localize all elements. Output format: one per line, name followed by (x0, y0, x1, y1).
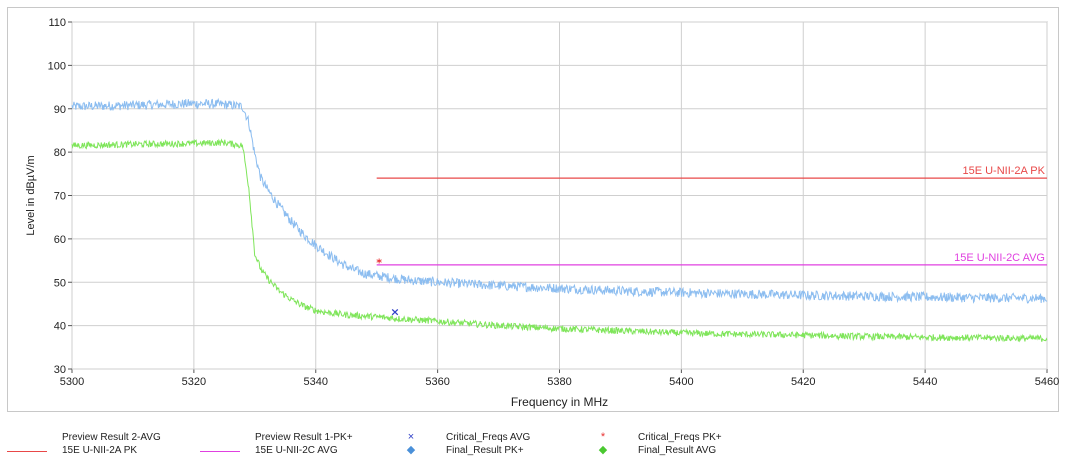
chart-canvas: 5300 5320 5340 5360 5380 5400 5420 5440 5460 30 40… (25, 17, 1059, 409)
y-tick-label: 40 (54, 321, 66, 333)
x-tick-label: 5440 (913, 376, 937, 388)
legend-label-limit-2a: 15E U-NII-2A PK (62, 445, 138, 456)
legend-final-pk-icon: ◆ (406, 444, 416, 456)
x-tick-label: 5360 (425, 376, 449, 388)
y-tick-label: 80 (54, 147, 66, 159)
x-axis-title: Frequency in MHz (511, 395, 608, 409)
y-tick-label: 90 (54, 104, 66, 116)
legend-label-preview-avg: Preview Result 2-AVG (62, 432, 161, 443)
legend-limit-2a-line (7, 451, 47, 452)
legend-label-critical-pk: Critical_Freqs PK+ (638, 432, 722, 443)
marker-critical-pk: * (376, 256, 382, 269)
y-tick-label: 100 (48, 60, 66, 72)
legend-limit-2c-line (200, 451, 240, 452)
legend-label-final-avg: Final_Result AVG (638, 445, 717, 456)
chart-frame (7, 7, 1059, 412)
y-tick-label: 110 (48, 17, 66, 29)
legend: Preview Result 2-AVG Preview Result 1-PK… (0, 430, 1065, 464)
legend-final-avg-icon: ◆ (598, 444, 608, 456)
y-axis-title: Level in dBµV/m (25, 155, 37, 235)
series-preview-avg-trace (71, 138, 1048, 343)
x-tick-label: 5380 (547, 376, 571, 388)
x-tick-label: 5420 (791, 376, 815, 388)
marker-critical-avg: × (390, 306, 399, 319)
y-tick-label: 70 (54, 191, 66, 203)
limit-label-2c-avg: 15E U-NII-2C AVG (954, 252, 1045, 264)
legend-label-preview-pk: Preview Result 1-PK+ (255, 432, 353, 443)
legend-critical-pk-icon: * (600, 431, 606, 443)
y-tick-label: 30 (54, 364, 66, 376)
y-tick-label: 60 (54, 234, 66, 246)
limit-label-2a-pk: 15E U-NII-2A PK (962, 165, 1045, 177)
x-tick-label: 5400 (669, 376, 693, 388)
x-tick-label: 5340 (304, 376, 328, 388)
series-preview-pk-trace (71, 97, 1048, 304)
legend-critical-avg-icon: × (407, 431, 415, 443)
x-tick-label: 5320 (182, 376, 206, 388)
x-tick-label: 5460 (1035, 376, 1059, 388)
x-tick-label: 5300 (60, 376, 84, 388)
y-tick-label: 50 (54, 277, 66, 289)
legend-label-critical-avg: Critical_Freqs AVG (446, 432, 531, 443)
legend-label-final-pk: Final_Result PK+ (446, 445, 524, 456)
legend-label-limit-2c: 15E U-NII-2C AVG (255, 445, 338, 456)
